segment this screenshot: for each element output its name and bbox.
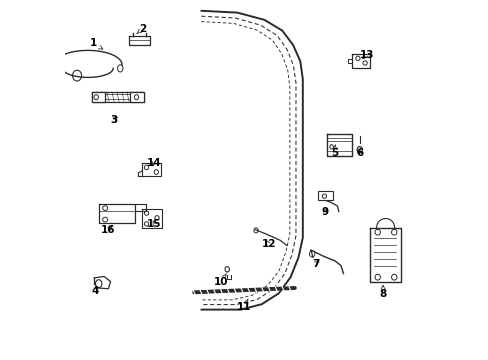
Text: 11: 11 <box>237 299 251 312</box>
Text: 10: 10 <box>213 274 228 287</box>
Text: 4: 4 <box>91 285 99 296</box>
Text: 13: 13 <box>359 50 373 60</box>
Text: 12: 12 <box>261 239 275 249</box>
Text: 7: 7 <box>311 258 319 269</box>
Text: 2: 2 <box>136 24 146 34</box>
FancyBboxPatch shape <box>318 191 333 200</box>
Text: 1: 1 <box>89 38 102 49</box>
Text: 3: 3 <box>110 114 118 125</box>
Text: 16: 16 <box>101 225 116 235</box>
Text: 5: 5 <box>331 145 338 158</box>
Text: 6: 6 <box>355 148 363 158</box>
Text: 8: 8 <box>379 285 386 300</box>
Text: 15: 15 <box>147 219 162 229</box>
Text: 14: 14 <box>146 158 161 168</box>
FancyBboxPatch shape <box>91 92 105 102</box>
Text: 9: 9 <box>321 207 328 217</box>
FancyBboxPatch shape <box>130 92 143 102</box>
